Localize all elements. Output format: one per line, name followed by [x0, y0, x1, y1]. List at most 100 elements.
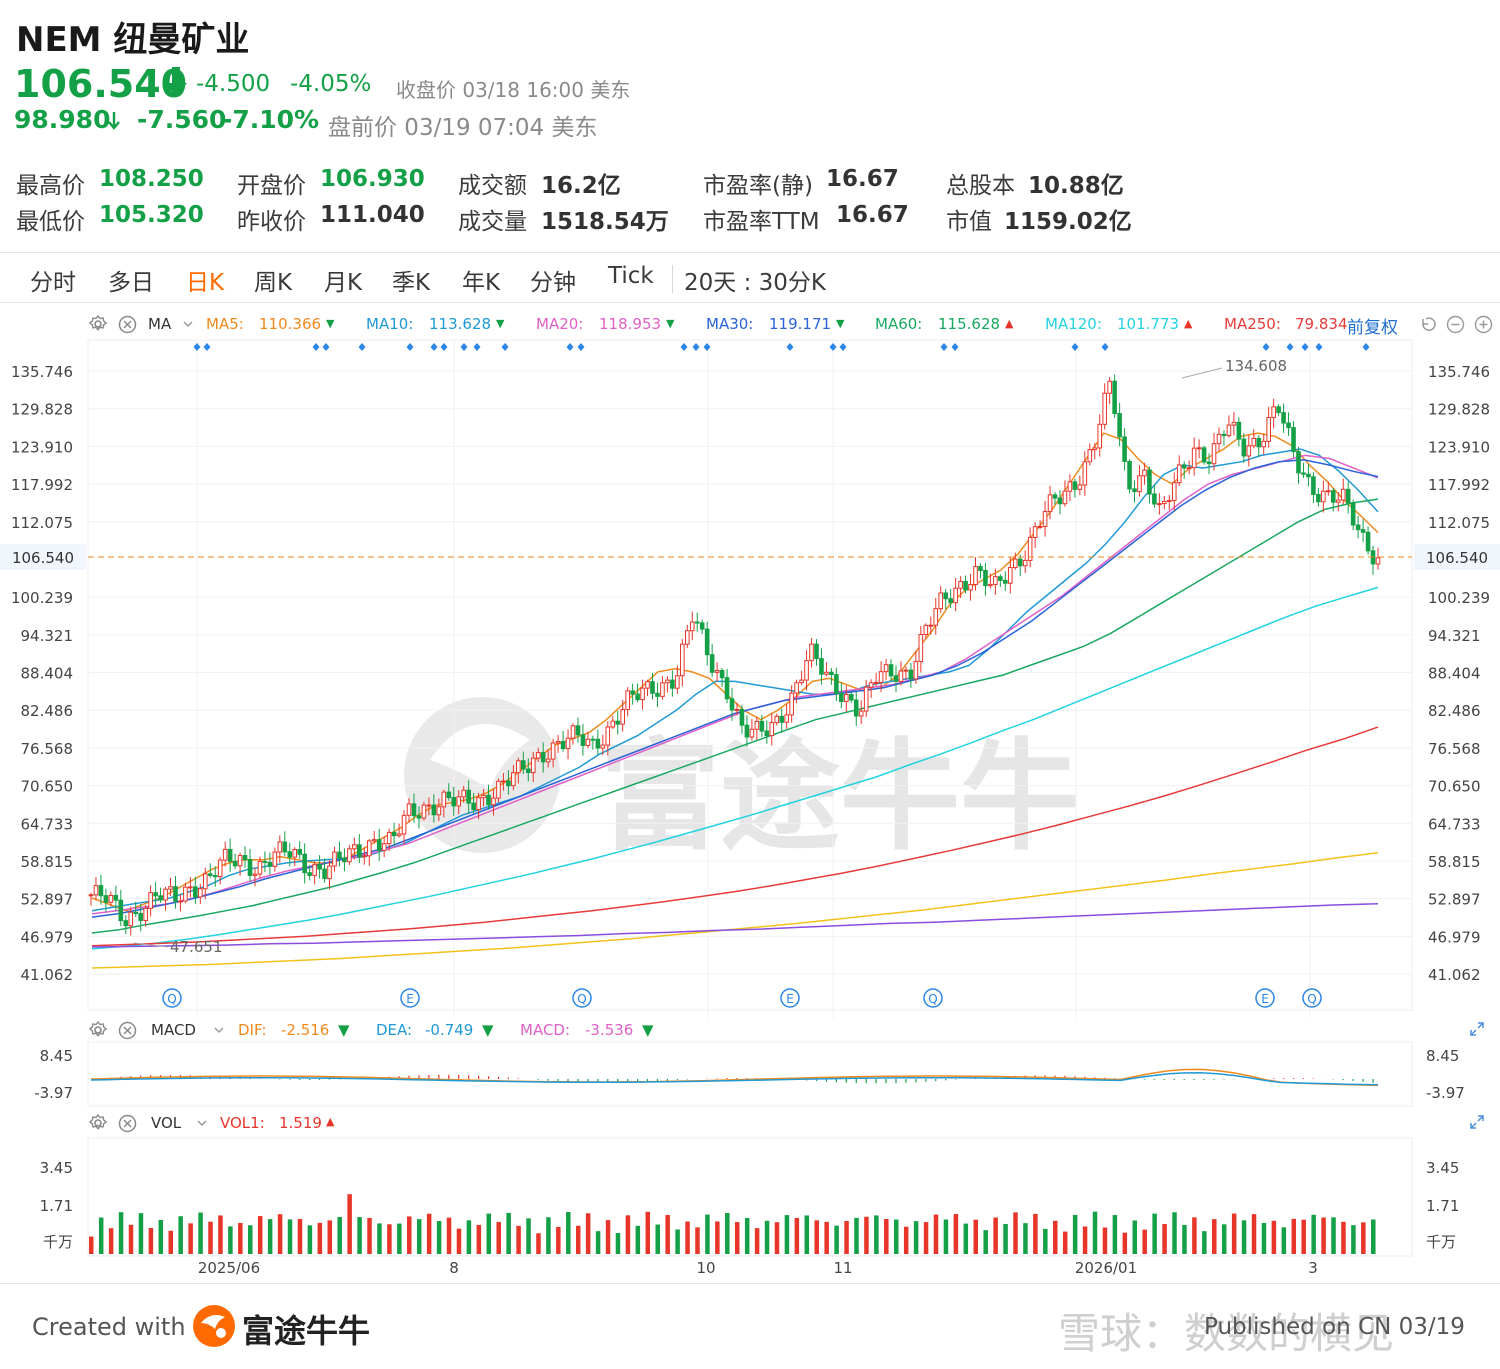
volume-bar	[228, 1226, 233, 1254]
price-tick-label-right: 58.815	[1428, 853, 1481, 871]
macd-chart[interactable]: 8.45 -3.97 8.45 -3.97	[0, 1040, 1500, 1108]
earnings-q-icon	[572, 988, 592, 1008]
volume-bar	[1371, 1219, 1376, 1254]
signal-diamond-icon	[501, 343, 509, 351]
candle-body	[1171, 482, 1177, 501]
tab-intraday[interactable]: 分时	[30, 270, 76, 296]
last-price: 106.540	[14, 62, 188, 106]
volume-bar	[864, 1216, 869, 1254]
tab-weekly-k[interactable]: 周K	[254, 270, 293, 296]
volume-bar	[1112, 1215, 1118, 1254]
candle-body	[173, 886, 178, 902]
candle-body	[287, 851, 293, 858]
candle-body	[943, 592, 948, 600]
volume-bar	[397, 1223, 402, 1254]
watermark: 富途牛牛	[404, 697, 1080, 867]
volume-bar	[218, 1215, 223, 1254]
candle-body	[222, 848, 228, 861]
vol-chevron-down-icon[interactable]	[195, 1115, 209, 1134]
macd-arrow-icon: ▼	[642, 1021, 654, 1039]
signal-diamond-icon	[566, 343, 574, 351]
candle-body	[1137, 475, 1142, 493]
volume-bar	[416, 1219, 422, 1254]
price-tick-label-left: 52.897	[21, 891, 74, 909]
candle-body	[993, 576, 998, 585]
candle-body	[1052, 494, 1058, 499]
tab-quarterly-k[interactable]: 季K	[392, 270, 431, 296]
tab-20day-30min[interactable]: 20天 : 30分K	[684, 270, 826, 296]
volume-chart[interactable]: 3.45 3.45 1.71 1.71 千万 千万 2025/06 8 10 11 2026/01 3	[0, 1136, 1500, 1282]
candle-body	[1022, 559, 1028, 567]
vol-settings-icon[interactable]	[88, 1113, 108, 1137]
shares-label: 总股本	[946, 173, 1015, 199]
candle-body	[1027, 536, 1033, 561]
vol-expand-icon[interactable]	[1468, 1113, 1486, 1135]
candle-body	[560, 741, 566, 750]
candle-body	[1196, 447, 1202, 450]
zoom-out-icon[interactable]	[1446, 315, 1465, 338]
volume-bar	[963, 1223, 969, 1254]
candle-body	[446, 791, 452, 799]
macd-close-icon[interactable]	[118, 1021, 137, 1044]
ma-legend-ma10-label: MA10:	[366, 315, 414, 333]
candle-body	[178, 900, 183, 903]
signal-diamond-icon	[322, 343, 330, 351]
tab-yearly-k[interactable]: 年K	[462, 270, 501, 296]
volume-bar	[1251, 1214, 1257, 1254]
volume-bar	[446, 1217, 452, 1254]
candle-body	[525, 768, 531, 774]
volume-bar	[556, 1226, 561, 1254]
volume-bar	[1271, 1220, 1277, 1254]
vol-close-icon[interactable]	[118, 1114, 137, 1137]
price-change-pct: -4.05%	[290, 71, 372, 97]
tab-daily-k[interactable]: 日K	[186, 270, 225, 296]
earnings-e-icon	[400, 988, 420, 1008]
candle-body	[133, 911, 139, 914]
volume-bar	[297, 1218, 303, 1254]
candle-body	[456, 796, 462, 807]
zoom-in-icon[interactable]	[1474, 315, 1493, 338]
candle-body	[252, 873, 258, 876]
candle-body	[759, 720, 765, 732]
amount-label: 成交额	[458, 173, 527, 199]
candle-body	[615, 720, 621, 725]
candle-body	[1191, 447, 1197, 469]
pe-ttm-value: 16.67	[836, 202, 909, 228]
tab-minute[interactable]: 分钟	[530, 270, 576, 296]
candle-body	[893, 675, 899, 682]
tab-multiday[interactable]: 多日	[108, 270, 154, 296]
x-axis-tick-label: 2026/01	[1075, 1259, 1137, 1277]
ma-chevron-down-icon[interactable]	[181, 316, 195, 335]
candle-body	[540, 752, 546, 763]
candle-body	[605, 726, 611, 746]
macd-settings-icon[interactable]	[88, 1020, 108, 1044]
price-chart[interactable]: 富途牛牛 135.746 135.746 129.828 129.828 123.910…	[0, 338, 1500, 1018]
undo-icon[interactable]	[1418, 315, 1437, 338]
xueqiu-watermark: 雪球：数数的横见	[1058, 1309, 1395, 1358]
close-ma-icon[interactable]	[118, 315, 137, 338]
volume-bar	[1182, 1224, 1187, 1254]
pe-static-label: 市盈率(静)	[703, 173, 813, 199]
volume-bar	[357, 1217, 362, 1254]
event-marker-label: E	[1261, 992, 1269, 1006]
volume-bar	[1341, 1221, 1346, 1254]
candle-body	[863, 686, 869, 712]
candle-body	[829, 671, 834, 676]
tab-tick[interactable]: Tick	[608, 263, 654, 289]
candle-body	[481, 794, 486, 799]
volume-bar	[625, 1215, 631, 1254]
price-tick-label-left: 58.815	[21, 853, 74, 871]
macd-value-label: MACD:	[520, 1021, 571, 1039]
macd-expand-icon[interactable]	[1468, 1020, 1486, 1042]
low-annotation-line	[133, 942, 169, 948]
candle-body	[1062, 490, 1068, 505]
tab-monthly-k[interactable]: 月K	[324, 270, 363, 296]
ma-line-ma_yellow	[91, 852, 1379, 969]
price-adjust-button[interactable]: 前复权	[1347, 318, 1398, 338]
volume-tick-left: 3.45	[40, 1159, 73, 1177]
macd-chevron-down-icon[interactable]	[212, 1022, 226, 1041]
candle-body	[1157, 503, 1162, 506]
candle-body	[918, 633, 924, 663]
settings-icon[interactable]	[88, 314, 108, 338]
candle-body	[625, 690, 630, 711]
